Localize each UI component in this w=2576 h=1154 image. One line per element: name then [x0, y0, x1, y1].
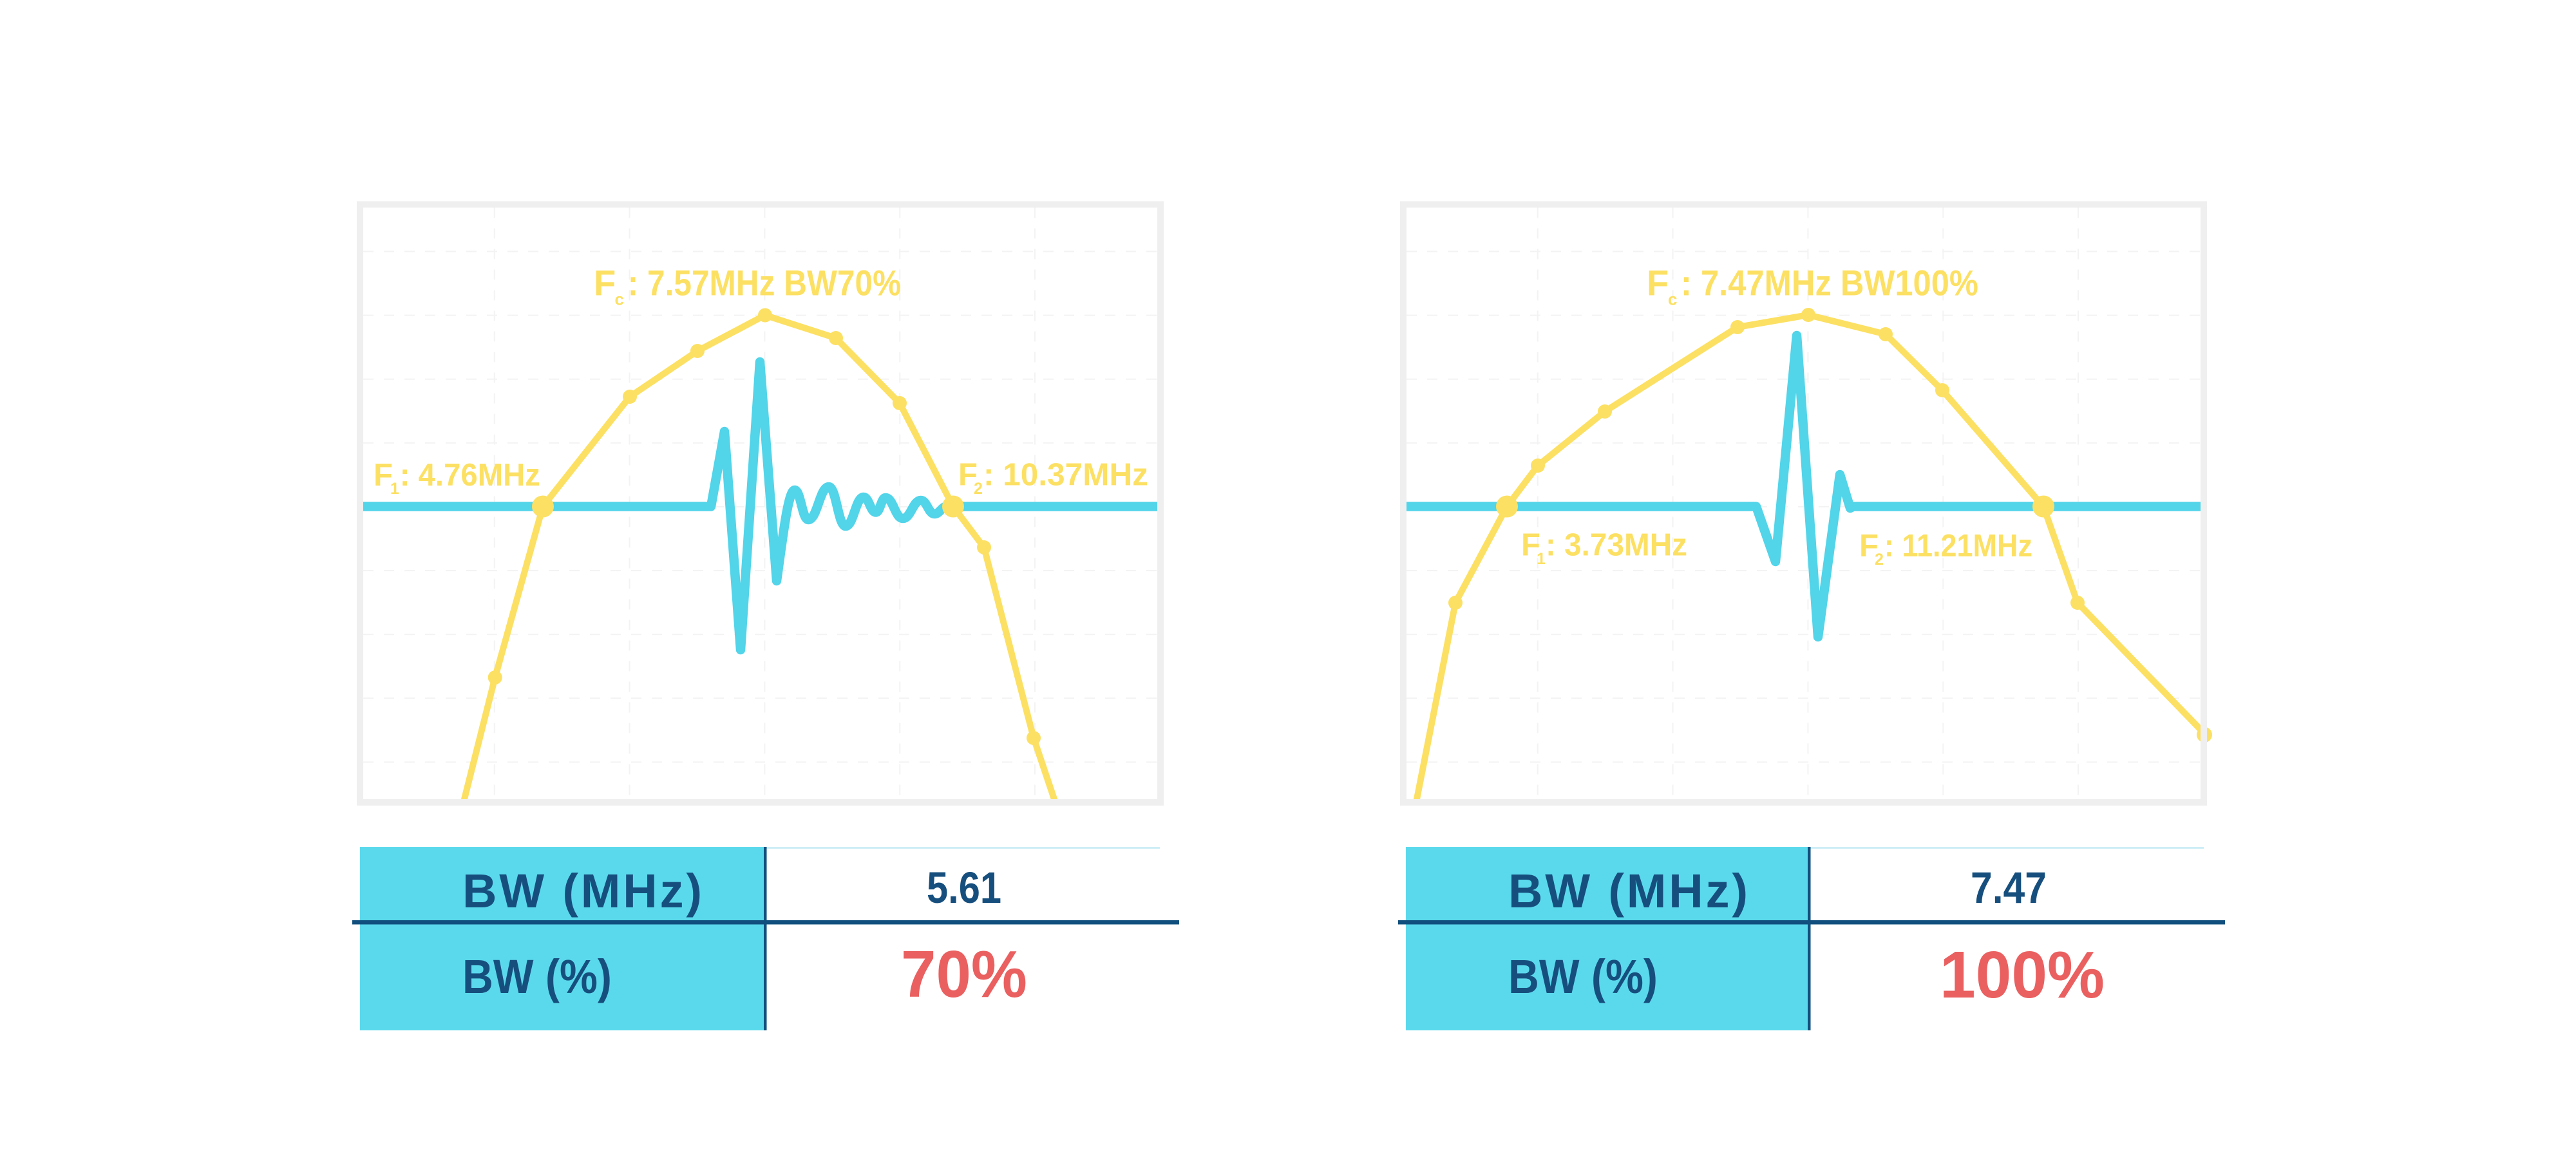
- svg-text:: 11.21MHz: : 11.21MHz: [1884, 529, 2032, 563]
- svg-text:F: F: [958, 458, 978, 493]
- svg-text:2: 2: [1875, 551, 1884, 569]
- svg-text:: 4.76MHz: : 4.76MHz: [400, 458, 540, 493]
- svg-text:F: F: [1521, 528, 1540, 563]
- svg-text:5.61: 5.61: [927, 863, 1001, 913]
- svg-text:: 3.73MHz: : 3.73MHz: [1546, 528, 1687, 563]
- svg-text:2: 2: [974, 480, 983, 498]
- svg-text:BW (MHz): BW (MHz): [462, 864, 702, 918]
- svg-text:F: F: [594, 263, 616, 303]
- svg-text:: 10.37MHz: : 10.37MHz: [983, 458, 1148, 493]
- svg-text:1: 1: [1537, 550, 1546, 568]
- svg-text:7.47: 7.47: [1971, 863, 2047, 913]
- svg-text:: 7.47MHz BW100%: : 7.47MHz BW100%: [1681, 263, 1978, 303]
- svg-text:BW (%): BW (%): [1508, 950, 1658, 1003]
- svg-text:c: c: [1668, 290, 1677, 309]
- svg-text:F: F: [1859, 529, 1879, 563]
- svg-text:c: c: [615, 290, 624, 309]
- svg-text:1: 1: [390, 480, 399, 498]
- svg-text:: 7.57MHz BW70%: : 7.57MHz BW70%: [628, 263, 901, 303]
- svg-text:70%: 70%: [901, 937, 1027, 1011]
- svg-text:F: F: [374, 458, 393, 493]
- svg-text:BW (%): BW (%): [462, 950, 612, 1003]
- svg-text:BW (MHz): BW (MHz): [1508, 864, 1748, 918]
- svg-text:F: F: [1647, 263, 1669, 303]
- svg-text:100%: 100%: [1940, 938, 2105, 1012]
